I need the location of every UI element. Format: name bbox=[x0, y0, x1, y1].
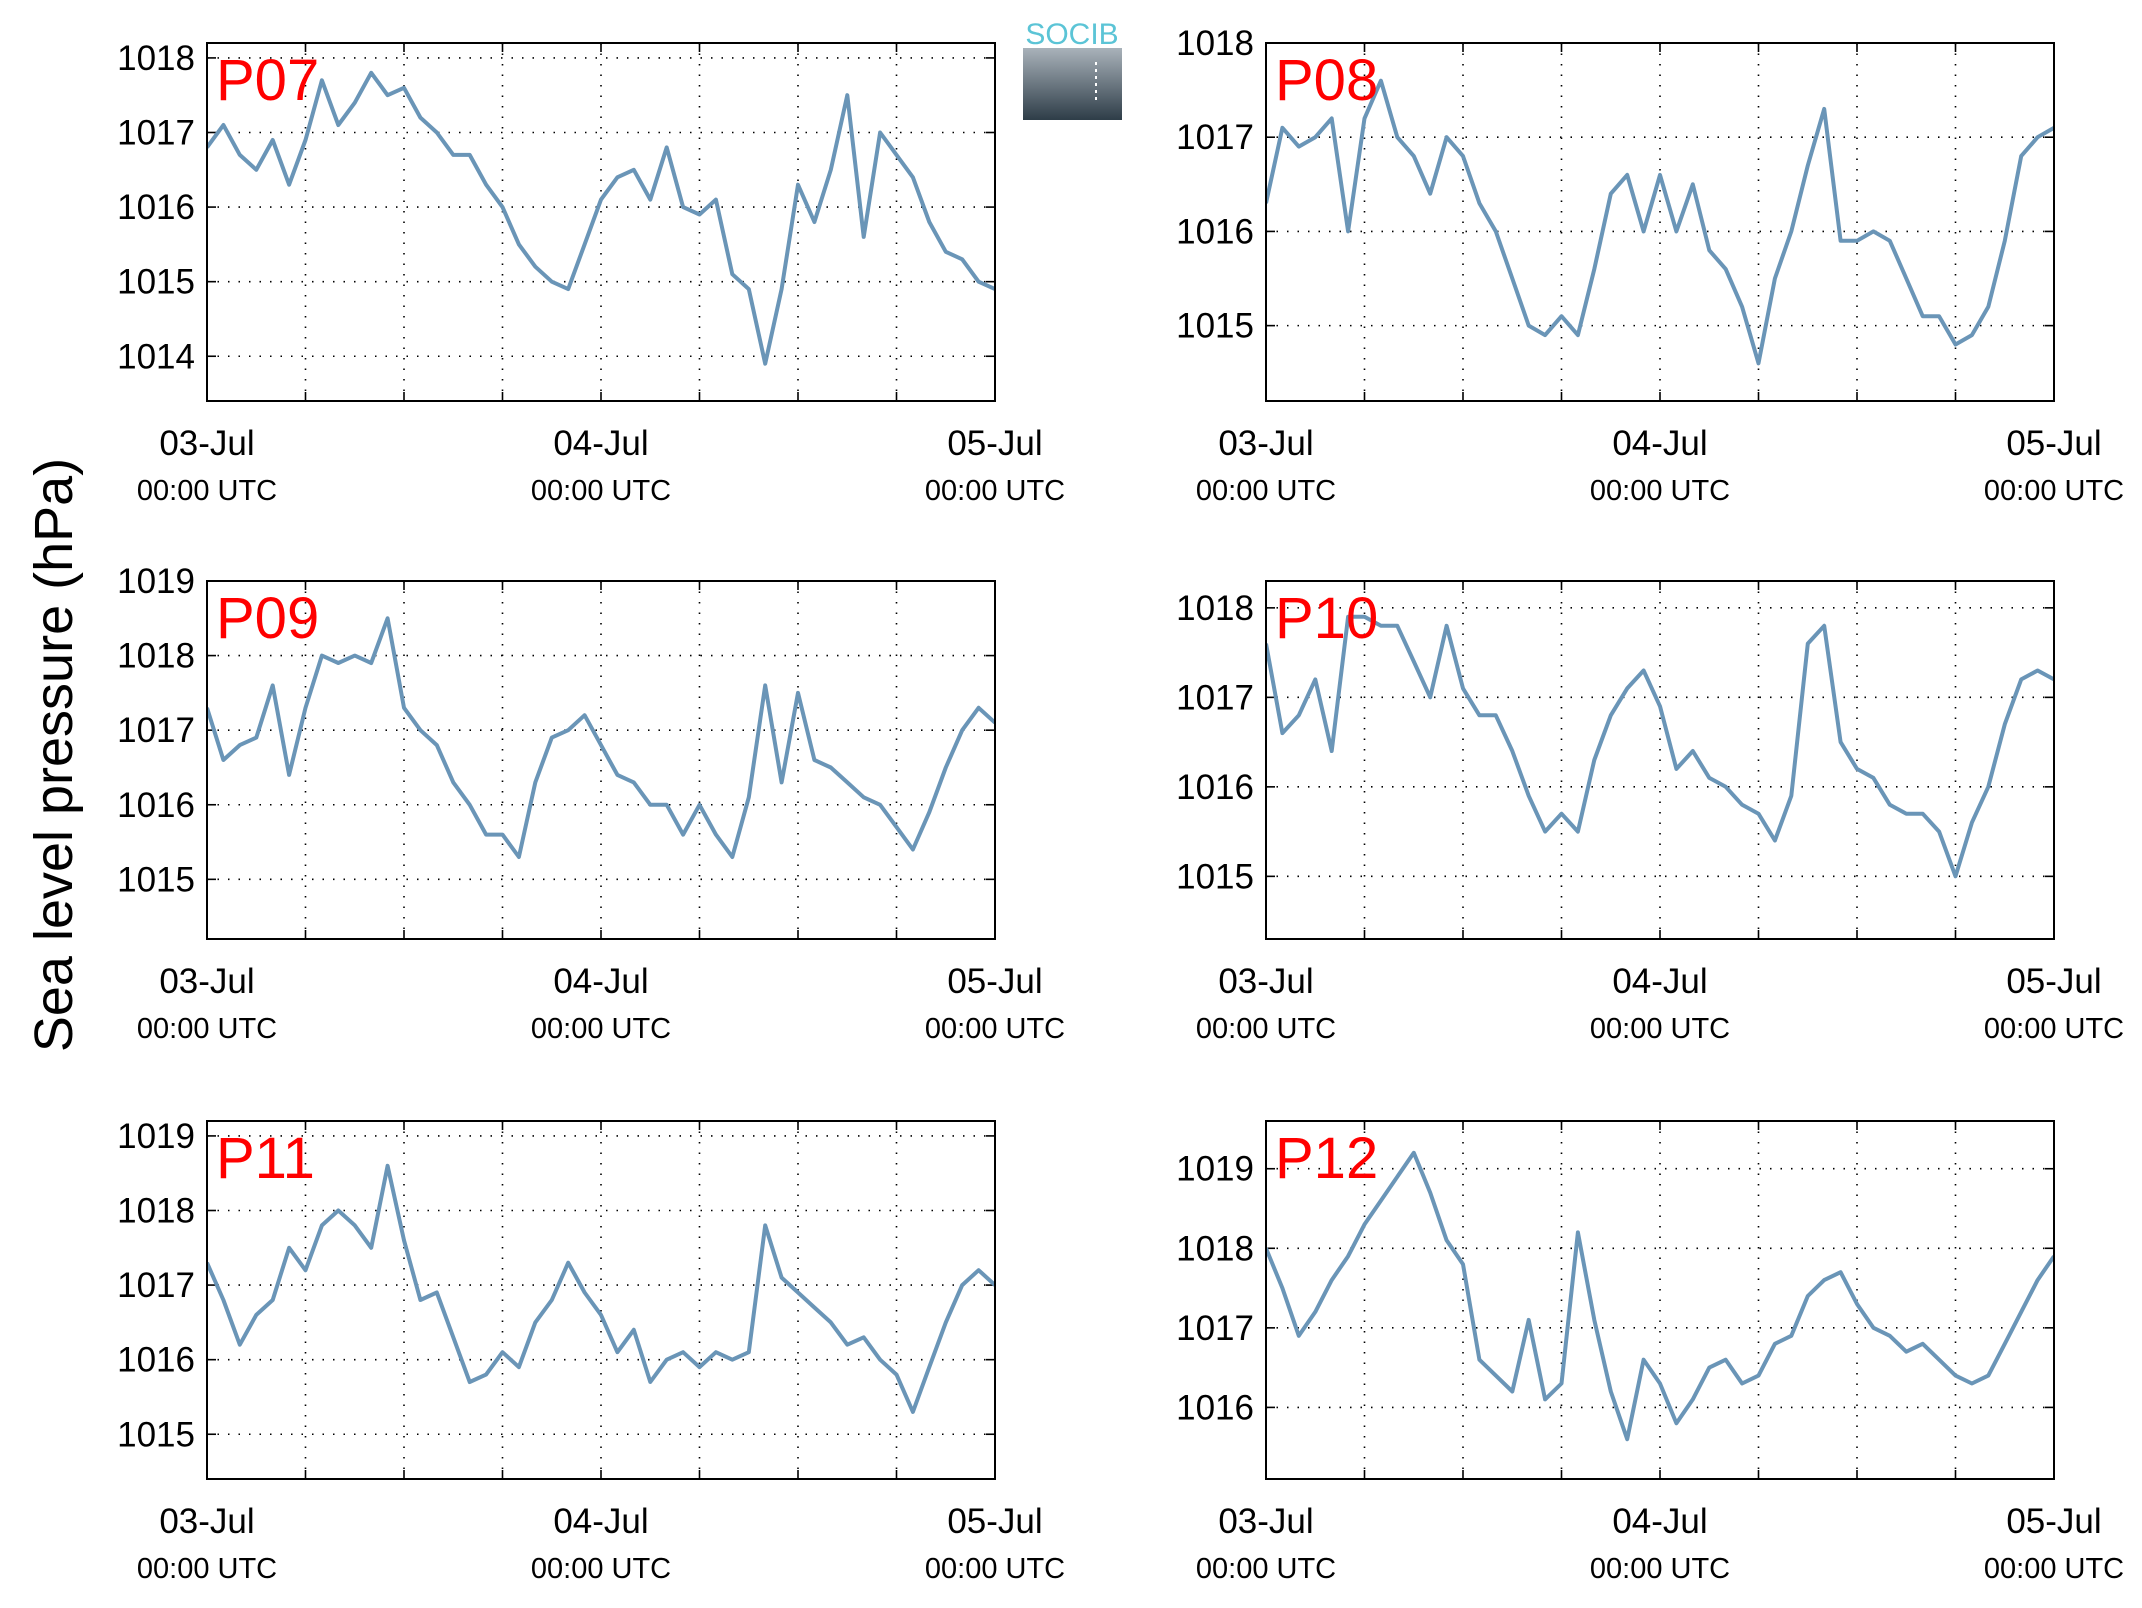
x-tick-date-label: 04-Jul bbox=[1612, 1502, 1707, 1541]
x-tick-time-label: 00:00 UTC bbox=[1590, 1013, 1730, 1045]
x-tick-date-label: 03-Jul bbox=[159, 424, 254, 463]
x-tick-date-label: 05-Jul bbox=[947, 962, 1042, 1001]
series-line-p08 bbox=[1266, 78, 2054, 366]
panel-p07: 1014 1015 1016 1017 1018 03-Jul 00:00 UTC 04-Ju… bbox=[117, 39, 1065, 507]
y-tick-label: 1018 bbox=[1176, 24, 1254, 63]
y-tick-label: 1016 bbox=[117, 786, 195, 825]
y-tick-label: 1017 bbox=[1176, 678, 1254, 717]
y-tick-label: 1015 bbox=[1176, 857, 1254, 896]
x-tick-time-label: 00:00 UTC bbox=[531, 1553, 671, 1585]
series-line-p11 bbox=[207, 1163, 995, 1414]
y-tick-label: 1016 bbox=[1176, 1388, 1254, 1427]
y-axis-label: Sea level pressure (hPa) bbox=[24, 458, 84, 1052]
y-tick-label: 1018 bbox=[1176, 589, 1254, 628]
x-tick-time-label: 00:00 UTC bbox=[1196, 475, 1336, 507]
panel-p11: 1015 1016 1017 1018 1019 03-Jul 00:00 UTC 04-Ju… bbox=[117, 1117, 1065, 1585]
x-tick-date-label: 05-Jul bbox=[947, 1502, 1042, 1541]
y-tick-label: 1019 bbox=[1176, 1150, 1254, 1189]
plot-frame bbox=[206, 1120, 996, 1480]
y-tick-label: 1015 bbox=[117, 263, 195, 302]
x-tick-time-label: 00:00 UTC bbox=[1196, 1013, 1336, 1045]
panel-title: P11 bbox=[216, 1126, 315, 1191]
x-tick-date-label: 03-Jul bbox=[1218, 962, 1313, 1001]
series-line-p07 bbox=[207, 70, 995, 366]
panel-p12: 1016 1017 1018 1019 03-Jul 00:00 UTC 04-Jul 00:… bbox=[1176, 1120, 2124, 1585]
logo-text: SOCIB bbox=[1025, 18, 1118, 51]
plot-frame bbox=[206, 580, 996, 940]
panel-p10: 1015 1016 1017 1018 03-Jul 00:00 UTC 04-Jul 00:… bbox=[1176, 580, 2124, 1045]
series-line-p09 bbox=[207, 616, 995, 859]
y-tick-label: 1016 bbox=[1176, 212, 1254, 251]
plot-frame bbox=[206, 42, 996, 402]
x-tick-time-label: 00:00 UTC bbox=[531, 1013, 671, 1045]
x-tick-time-label: 00:00 UTC bbox=[531, 475, 671, 507]
panel-title: P07 bbox=[216, 48, 319, 113]
plot-frame bbox=[1265, 580, 2055, 940]
y-tick-label: 1017 bbox=[117, 1266, 195, 1305]
panel-title: P12 bbox=[1275, 1126, 1378, 1191]
x-tick-date-label: 05-Jul bbox=[2006, 1502, 2101, 1541]
y-tick-label: 1017 bbox=[117, 114, 195, 153]
x-tick-date-label: 04-Jul bbox=[553, 424, 648, 463]
x-tick-time-label: 00:00 UTC bbox=[1984, 1013, 2124, 1045]
y-tick-label: 1018 bbox=[1176, 1229, 1254, 1268]
socib-logo: SOCIB bbox=[1023, 18, 1122, 120]
y-tick-label: 1017 bbox=[1176, 118, 1254, 157]
x-tick-time-label: 00:00 UTC bbox=[137, 1553, 277, 1585]
x-tick-time-label: 00:00 UTC bbox=[1984, 1553, 2124, 1585]
y-tick-label: 1014 bbox=[117, 337, 195, 376]
x-tick-time-label: 00:00 UTC bbox=[1590, 475, 1730, 507]
x-tick-time-label: 00:00 UTC bbox=[925, 475, 1065, 507]
panel-title: P10 bbox=[1275, 586, 1378, 651]
x-tick-time-label: 00:00 UTC bbox=[137, 475, 277, 507]
y-tick-label: 1018 bbox=[117, 637, 195, 676]
x-tick-date-label: 05-Jul bbox=[2006, 424, 2101, 463]
x-tick-date-label: 05-Jul bbox=[947, 424, 1042, 463]
y-tick-label: 1016 bbox=[117, 1341, 195, 1380]
x-tick-time-label: 00:00 UTC bbox=[925, 1553, 1065, 1585]
y-tick-label: 1015 bbox=[117, 1415, 195, 1454]
x-tick-time-label: 00:00 UTC bbox=[137, 1013, 277, 1045]
y-tick-label: 1019 bbox=[117, 562, 195, 601]
x-tick-date-label: 04-Jul bbox=[1612, 962, 1707, 1001]
y-tick-label: 1015 bbox=[1176, 307, 1254, 346]
x-tick-time-label: 00:00 UTC bbox=[1984, 475, 2124, 507]
series-line-p10 bbox=[1266, 614, 2054, 879]
x-tick-time-label: 00:00 UTC bbox=[1590, 1553, 1730, 1585]
y-tick-label: 1017 bbox=[1176, 1309, 1254, 1348]
x-tick-date-label: 03-Jul bbox=[1218, 1502, 1313, 1541]
y-tick-label: 1018 bbox=[117, 1192, 195, 1231]
x-tick-date-label: 03-Jul bbox=[1218, 424, 1313, 463]
x-tick-date-label: 03-Jul bbox=[159, 962, 254, 1001]
series-line-p12 bbox=[1266, 1150, 2054, 1442]
y-tick-label: 1019 bbox=[117, 1117, 195, 1156]
logo-gradient-block bbox=[1023, 48, 1122, 120]
x-tick-date-label: 03-Jul bbox=[159, 1502, 254, 1541]
panel-p08: 1015 1016 1017 1018 03-Jul 00:00 UTC 04-Jul 00:… bbox=[1176, 24, 2124, 507]
panel-p09: 1015 1016 1017 1018 1019 03-Jul 00:00 UTC 04-Ju… bbox=[117, 562, 1065, 1045]
x-tick-date-label: 04-Jul bbox=[553, 1502, 648, 1541]
panel-title: P08 bbox=[1275, 48, 1378, 113]
y-tick-label: 1016 bbox=[117, 188, 195, 227]
x-tick-date-label: 04-Jul bbox=[553, 962, 648, 1001]
x-tick-date-label: 05-Jul bbox=[2006, 962, 2101, 1001]
x-tick-date-label: 04-Jul bbox=[1612, 424, 1707, 463]
x-tick-time-label: 00:00 UTC bbox=[1196, 1553, 1336, 1585]
y-tick-label: 1018 bbox=[117, 39, 195, 78]
plot-frame bbox=[1265, 42, 2055, 402]
x-tick-time-label: 00:00 UTC bbox=[925, 1013, 1065, 1045]
y-tick-label: 1015 bbox=[117, 860, 195, 899]
panel-title: P09 bbox=[216, 586, 319, 651]
y-tick-label: 1016 bbox=[1176, 768, 1254, 807]
plot-frame bbox=[1265, 1120, 2055, 1480]
y-tick-label: 1017 bbox=[117, 711, 195, 750]
